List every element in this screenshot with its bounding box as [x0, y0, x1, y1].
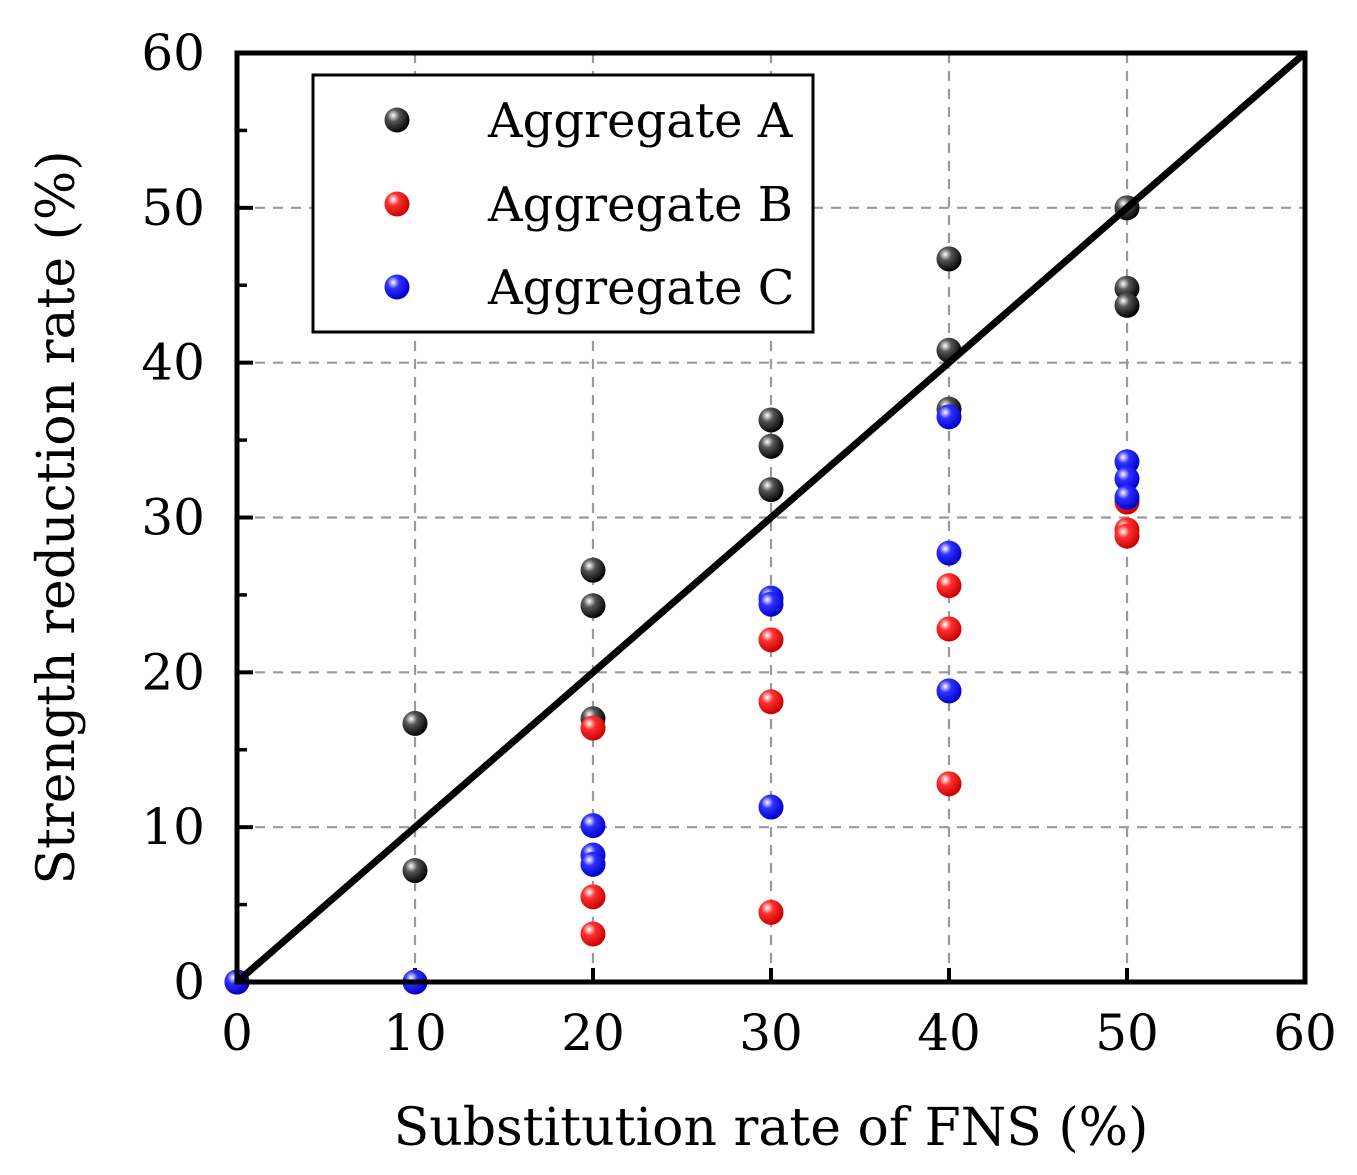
point-aggregate-b-3 [580, 884, 606, 910]
x-tick-label-0: 0 [221, 1004, 253, 1062]
x-tick-label-40: 40 [917, 1004, 981, 1062]
x-tick-label-50: 50 [1095, 1004, 1159, 1062]
point-aggregate-b-13 [1114, 523, 1140, 549]
legend-label-aggregate-c: Aggregate C [487, 260, 795, 316]
legend: Aggregate A Aggregate B Aggregate C [311, 73, 815, 334]
point-aggregate-c-12 [1114, 466, 1140, 492]
point-aggregate-a-3 [580, 557, 606, 583]
point-aggregate-a-4 [580, 593, 606, 619]
point-aggregate-b-8 [936, 573, 962, 599]
point-aggregate-c-9 [936, 540, 962, 566]
legend-label-aggregate-b: Aggregate B [487, 177, 793, 233]
point-aggregate-c-10 [936, 678, 962, 704]
y-tick-label-50: 50 [141, 179, 205, 237]
y-tick-label-20: 20 [141, 643, 205, 701]
point-aggregate-a-2 [402, 858, 428, 884]
point-aggregate-c-4 [580, 851, 606, 877]
y-tick-labels: 0 10 20 30 40 50 60 [141, 24, 205, 1011]
y-tick-label-30: 30 [141, 489, 205, 547]
point-aggregate-b-4 [580, 921, 606, 947]
point-aggregate-b-10 [936, 771, 962, 797]
point-aggregate-a-8 [758, 477, 784, 503]
y-tick-label-10: 10 [141, 798, 205, 856]
x-tick-labels: 0 10 20 30 40 50 60 [221, 1004, 1337, 1062]
point-aggregate-c-2 [580, 813, 606, 839]
point-aggregate-a-6 [758, 407, 784, 433]
point-aggregate-b-7 [758, 899, 784, 925]
point-aggregate-c-6 [758, 591, 784, 617]
reference-line-y-equals-x [234, 50, 1308, 985]
x-tick-label-30: 30 [739, 1004, 803, 1062]
y-tick-label-60: 60 [141, 24, 205, 82]
legend-marker-aggregate-b [384, 191, 410, 217]
x-tick-label-20: 20 [561, 1004, 625, 1062]
legend-label-aggregate-a: Aggregate A [487, 93, 794, 149]
point-aggregate-c-7 [758, 794, 784, 820]
point-aggregate-b-5 [758, 627, 784, 653]
point-aggregate-a-1 [402, 710, 428, 736]
data-points [224, 195, 1140, 995]
point-aggregate-b-2 [580, 715, 606, 741]
plot-frame [234, 50, 1308, 985]
point-aggregate-c-8 [936, 404, 962, 430]
legend-marker-aggregate-a [384, 107, 410, 133]
point-aggregate-b-9 [936, 616, 962, 642]
x-axis-title: Substitution rate of FNS (%) [394, 1098, 1149, 1158]
point-aggregate-c-13 [1114, 484, 1140, 510]
y-tick-label-40: 40 [141, 334, 205, 392]
y-tick-label-0: 0 [173, 953, 205, 1011]
point-aggregate-b-6 [758, 689, 784, 715]
y-axis-title: Strength reduction rate (%) [27, 150, 87, 884]
point-aggregate-a-14 [1114, 292, 1140, 318]
x-tick-label-60: 60 [1273, 1004, 1337, 1062]
x-tick-label-10: 10 [383, 1004, 447, 1062]
point-aggregate-a-7 [758, 433, 784, 459]
legend-marker-aggregate-c [384, 274, 410, 300]
point-aggregate-a-9 [936, 246, 962, 272]
